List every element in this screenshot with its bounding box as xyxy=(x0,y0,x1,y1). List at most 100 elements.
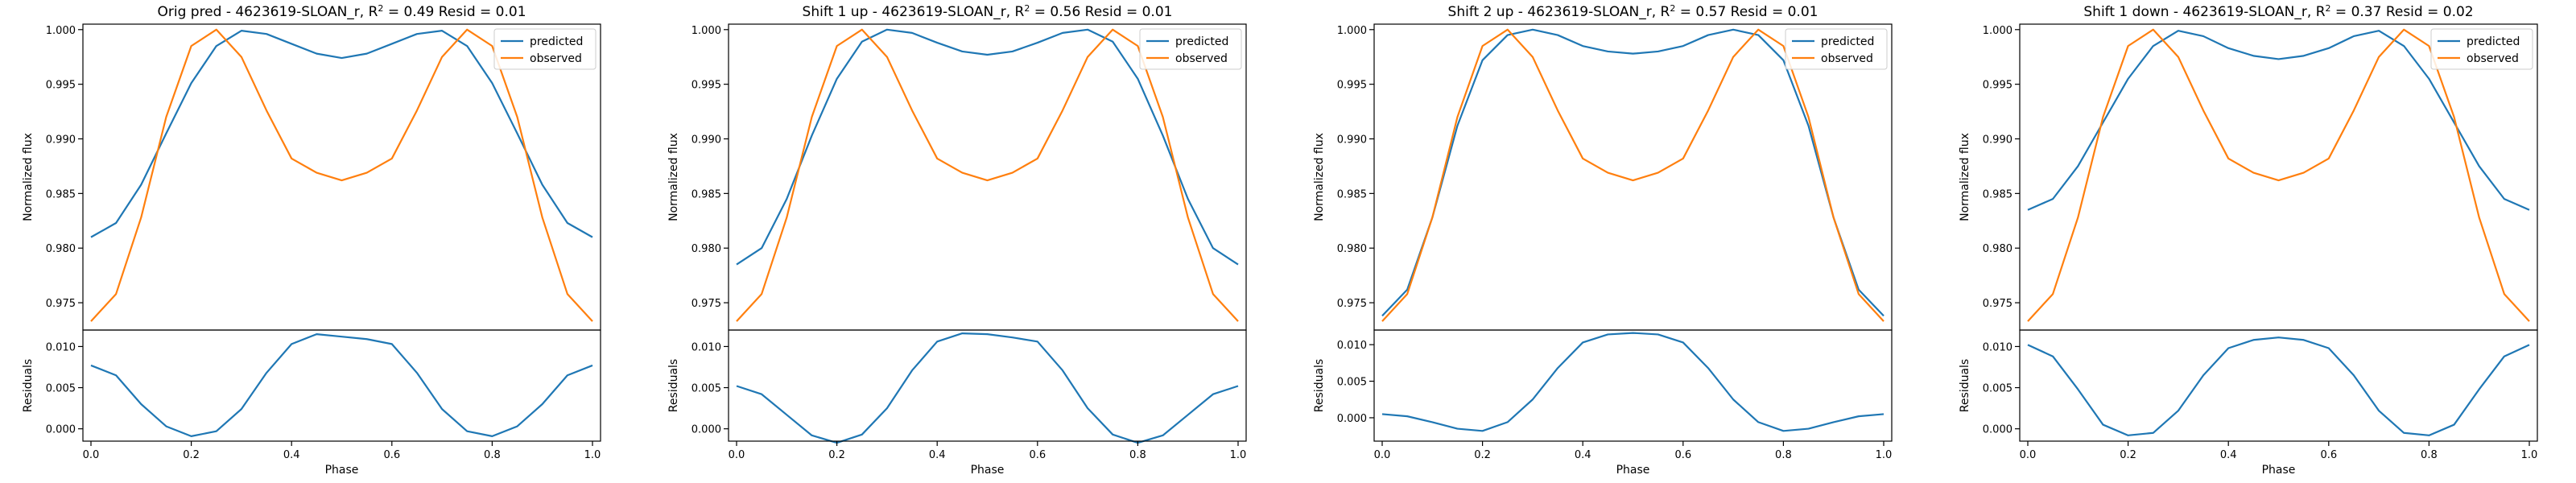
legend-label: observed xyxy=(1821,52,1873,65)
x-tick-label: 0.2 xyxy=(1474,449,1491,461)
residual-line xyxy=(736,332,1239,444)
y-tick-label: 0.005 xyxy=(691,383,721,395)
x-tick-label: 1.0 xyxy=(584,449,601,461)
top-axes-frame xyxy=(728,23,1247,331)
y-tick-label: 0.010 xyxy=(46,341,76,353)
y-tick-label: 0.005 xyxy=(1337,377,1367,389)
y-tick-label: 0.995 xyxy=(1337,80,1367,92)
x-tick-label: 0.0 xyxy=(83,449,100,461)
x-axis-label: Phase xyxy=(971,464,1005,477)
bottom-axes-frame xyxy=(728,329,1247,442)
y-tick-label: 1.000 xyxy=(1337,25,1367,37)
y-tick-label: 0.000 xyxy=(1983,424,2013,436)
y-tick-label: 0.990 xyxy=(46,134,76,147)
x-tick-label: 0.4 xyxy=(929,449,946,461)
legend-label: observed xyxy=(530,52,582,65)
x-tick-label: 0.4 xyxy=(2220,449,2237,461)
chart-panel-3: Shift 2 up - 4623619-SLOAN_r, R2 = 0.57 … xyxy=(1313,3,1893,477)
legend-label: predicted xyxy=(2467,35,2520,48)
y-tick-label: 0.975 xyxy=(1337,298,1367,310)
y-tick-label: 0.975 xyxy=(46,298,76,310)
chart-title: Shift 2 up - 4623619-SLOAN_r, R2 = 0.57 … xyxy=(1448,3,1818,21)
y-tick-label: 1.000 xyxy=(46,25,76,37)
y-tick-label: 0.995 xyxy=(691,80,721,92)
residual-line xyxy=(1381,332,1885,432)
legend-label: predicted xyxy=(1175,35,1228,48)
residuals-axis-label: Residuals xyxy=(667,359,680,412)
y-axis-label: Normalized flux xyxy=(22,133,35,221)
y-tick-label: 1.000 xyxy=(1983,25,2013,37)
x-tick-label: 0.8 xyxy=(1129,449,1146,461)
legend-label: observed xyxy=(2467,52,2519,65)
chart-title: Orig pred - 4623619-SLOAN_r, R2 = 0.49 R… xyxy=(157,3,526,21)
x-tick-label: 0.2 xyxy=(183,449,200,461)
x-axis-label: Phase xyxy=(2262,464,2296,477)
x-tick-label: 0.4 xyxy=(283,449,300,461)
legend-box xyxy=(493,28,597,70)
x-tick-label: 0.6 xyxy=(1029,449,1046,461)
x-tick-label: 1.0 xyxy=(2521,449,2538,461)
x-axis-label: Phase xyxy=(325,464,359,477)
x-tick-label: 1.0 xyxy=(1230,449,1247,461)
bottom-axes-frame xyxy=(82,329,601,442)
series-line-observed xyxy=(90,28,593,322)
y-tick-label: 0.005 xyxy=(46,383,76,395)
legend-label: observed xyxy=(1175,52,1228,65)
y-tick-label: 0.985 xyxy=(691,188,721,200)
series-line-predicted xyxy=(1381,28,1885,317)
legend-label: predicted xyxy=(1821,35,1874,48)
y-tick-label: 0.000 xyxy=(46,424,76,436)
y-tick-label: 0.000 xyxy=(1337,413,1367,425)
y-tick-label: 0.990 xyxy=(1337,134,1367,147)
y-tick-label: 0.980 xyxy=(1337,243,1367,255)
y-tick-label: 0.985 xyxy=(1983,188,2013,200)
x-axis-label: Phase xyxy=(1616,464,1650,477)
series-line-observed xyxy=(1381,28,1885,322)
residuals-axis-label: Residuals xyxy=(1959,359,1971,412)
y-axis-label: Normalized flux xyxy=(667,133,680,221)
x-tick-label: 0.4 xyxy=(1575,449,1591,461)
bottom-axes-frame xyxy=(2019,329,2538,442)
top-axes-frame xyxy=(2019,23,2538,331)
y-tick-label: 1.000 xyxy=(691,25,721,37)
top-axes-frame xyxy=(1373,23,1893,331)
residuals-axis-label: Residuals xyxy=(1313,359,1326,412)
residuals-axis-label: Residuals xyxy=(22,359,35,412)
x-tick-label: 0.8 xyxy=(1775,449,1792,461)
y-tick-label: 0.980 xyxy=(1983,243,2013,255)
x-tick-label: 0.0 xyxy=(2020,449,2037,461)
residual-line xyxy=(90,333,593,437)
chart-panel-2: Shift 1 up - 4623619-SLOAN_r, R2 = 0.56 … xyxy=(667,3,1247,477)
top-axes-frame xyxy=(82,23,601,331)
y-tick-label: 0.985 xyxy=(46,188,76,200)
y-tick-label: 0.000 xyxy=(691,424,721,436)
y-tick-label: 0.975 xyxy=(691,298,721,310)
chart-panel-1: Orig pred - 4623619-SLOAN_r, R2 = 0.49 R… xyxy=(22,3,601,477)
y-tick-label: 0.980 xyxy=(691,243,721,255)
y-tick-label: 0.975 xyxy=(1983,298,2013,310)
y-tick-label: 0.995 xyxy=(1983,80,2013,92)
x-tick-label: 0.6 xyxy=(1674,449,1691,461)
bottom-axes-frame xyxy=(1373,329,1893,442)
residual-line xyxy=(2027,336,2530,436)
y-tick-label: 0.005 xyxy=(1983,383,2013,395)
x-tick-label: 0.0 xyxy=(1374,449,1391,461)
y-tick-label: 0.010 xyxy=(1337,340,1367,352)
legend-box xyxy=(1139,28,1242,70)
chart-panel-4: Shift 1 down - 4623619-SLOAN_r, R2 = 0.3… xyxy=(1959,3,2538,477)
series-line-observed xyxy=(2027,28,2530,322)
legend-box xyxy=(2430,28,2533,70)
y-tick-label: 0.995 xyxy=(46,80,76,92)
y-tick-label: 0.985 xyxy=(1337,188,1367,200)
x-tick-label: 0.6 xyxy=(2320,449,2337,461)
series-line-predicted xyxy=(736,28,1239,266)
y-tick-label: 0.990 xyxy=(691,134,721,147)
x-tick-label: 1.0 xyxy=(1876,449,1893,461)
y-tick-label: 0.980 xyxy=(46,243,76,255)
x-tick-label: 0.8 xyxy=(2421,449,2438,461)
y-tick-label: 0.010 xyxy=(1983,341,2013,353)
chart-title: Shift 1 up - 4623619-SLOAN_r, R2 = 0.56 … xyxy=(803,3,1173,21)
series-line-predicted xyxy=(2027,30,2530,211)
chart-title: Shift 1 down - 4623619-SLOAN_r, R2 = 0.3… xyxy=(2083,3,2473,21)
